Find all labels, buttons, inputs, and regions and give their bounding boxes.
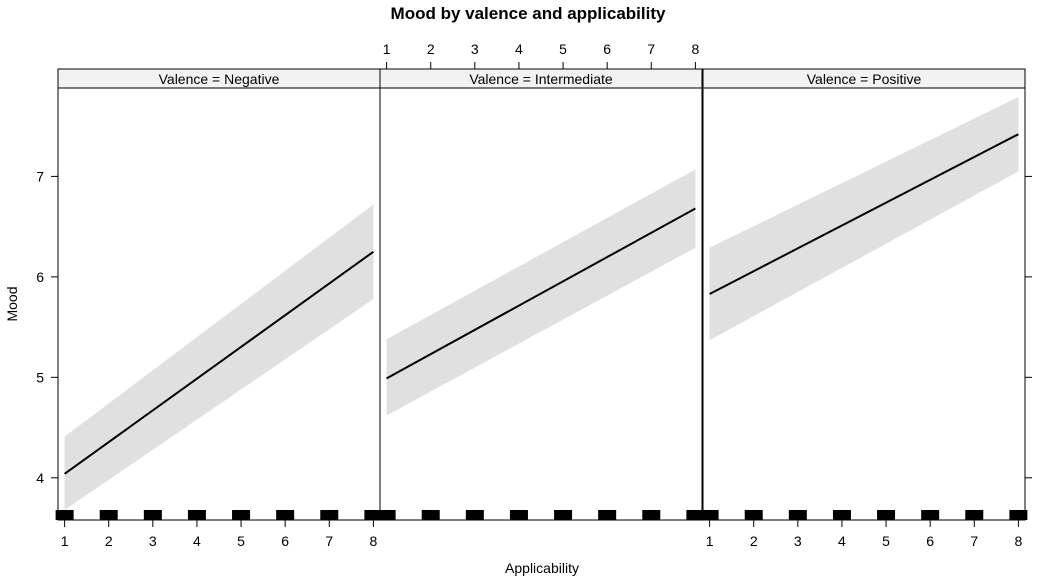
y-tick-label: 7 xyxy=(36,168,44,184)
fit-line-negative xyxy=(64,250,374,475)
x-tick-label: 3 xyxy=(794,533,802,549)
y-tick-label: 5 xyxy=(36,369,44,385)
rug-mark xyxy=(788,510,807,520)
rug-mark xyxy=(320,510,339,520)
rug-mark xyxy=(364,510,383,520)
rug-mark xyxy=(1009,510,1028,520)
rug-mark xyxy=(276,510,295,520)
rug-mark xyxy=(232,510,251,520)
y-tick-label: 4 xyxy=(36,470,44,486)
x-tick-label: 4 xyxy=(193,533,201,549)
rug-mark xyxy=(465,510,484,520)
plot-area: Valence = Negative 1 2 3 4 5 6 7 8 Valence = Inte… xyxy=(36,41,1032,549)
x-tick-label: 7 xyxy=(325,533,333,549)
x-tick-label: 8 xyxy=(369,533,377,549)
rug-mark xyxy=(421,510,440,520)
x-axis-label: Applicability xyxy=(505,560,579,576)
rug-mark xyxy=(99,510,118,520)
fit-line-positive xyxy=(709,133,1019,295)
panel-border xyxy=(702,87,1026,521)
rug-mark xyxy=(187,510,206,520)
rug-mark xyxy=(554,510,573,520)
rug-mark xyxy=(642,510,661,520)
panel-border xyxy=(379,87,703,521)
confidence-band-negative xyxy=(64,204,374,510)
x-tick-label: 2 xyxy=(427,41,435,57)
y-axis-label: Mood xyxy=(4,286,20,321)
x-tick-label: 3 xyxy=(149,533,157,549)
x-tick-label: 5 xyxy=(882,533,890,549)
rug-mark xyxy=(598,510,617,520)
x-tick-label: 6 xyxy=(603,41,611,57)
rug-mark xyxy=(686,510,705,520)
x-tick-label: 3 xyxy=(471,41,479,57)
x-tick-label: 5 xyxy=(237,533,245,549)
x-tick-label: 8 xyxy=(1014,533,1022,549)
x-tick-label: 6 xyxy=(926,533,934,549)
panel-strip-label: Valence = Positive xyxy=(807,71,922,87)
confidence-band-positive xyxy=(709,97,1019,341)
rug-mark xyxy=(509,510,528,520)
x-tick-label: 2 xyxy=(750,533,758,549)
rug-mark xyxy=(55,510,74,520)
x-tick-label: 1 xyxy=(61,533,69,549)
rug-mark xyxy=(377,510,396,520)
x-tick-label: 1 xyxy=(383,41,391,57)
rug-mark xyxy=(832,510,851,520)
x-tick-label: 1 xyxy=(706,533,714,549)
rug-mark xyxy=(965,510,984,520)
x-tick-label: 7 xyxy=(647,41,655,57)
panel-strip-label: Valence = Negative xyxy=(159,71,280,87)
x-tick-label: 2 xyxy=(105,533,113,549)
rug-mark xyxy=(143,510,162,520)
rug-mark xyxy=(744,510,763,520)
x-tick-label: 4 xyxy=(515,41,523,57)
rug-mark xyxy=(921,510,940,520)
x-tick-label: 8 xyxy=(691,41,699,57)
chart-title: Mood by valence and applicability xyxy=(391,4,666,23)
fit-line-intermediate xyxy=(386,207,696,380)
x-tick-label: 7 xyxy=(970,533,978,549)
y-tick-label: 6 xyxy=(36,269,44,285)
x-tick-label: 4 xyxy=(838,533,846,549)
rug-mark xyxy=(700,510,719,520)
x-tick-label: 5 xyxy=(559,41,567,57)
rug-mark xyxy=(877,510,896,520)
x-tick-label: 6 xyxy=(281,533,289,549)
panel-strip-label: Valence = Intermediate xyxy=(469,71,613,87)
